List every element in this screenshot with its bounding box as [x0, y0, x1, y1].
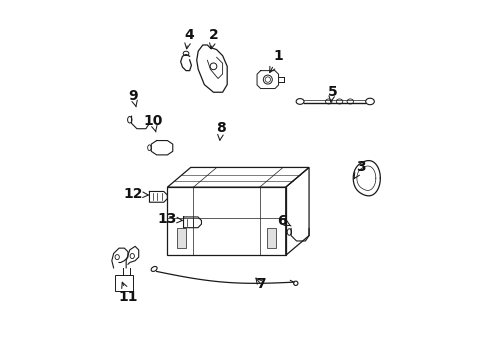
Text: 7: 7	[255, 277, 265, 291]
Text: 3: 3	[353, 161, 365, 179]
Text: 6: 6	[277, 214, 290, 228]
Text: 4: 4	[183, 28, 193, 49]
Polygon shape	[266, 228, 275, 248]
Text: 2: 2	[209, 28, 219, 49]
Text: 5: 5	[327, 85, 337, 102]
Text: 9: 9	[128, 89, 138, 107]
Text: 10: 10	[143, 114, 163, 132]
Text: 11: 11	[118, 282, 138, 303]
Text: 1: 1	[269, 49, 283, 72]
Text: 8: 8	[216, 121, 225, 140]
Text: 13: 13	[158, 212, 182, 226]
Text: 12: 12	[123, 187, 148, 201]
Polygon shape	[177, 228, 185, 248]
